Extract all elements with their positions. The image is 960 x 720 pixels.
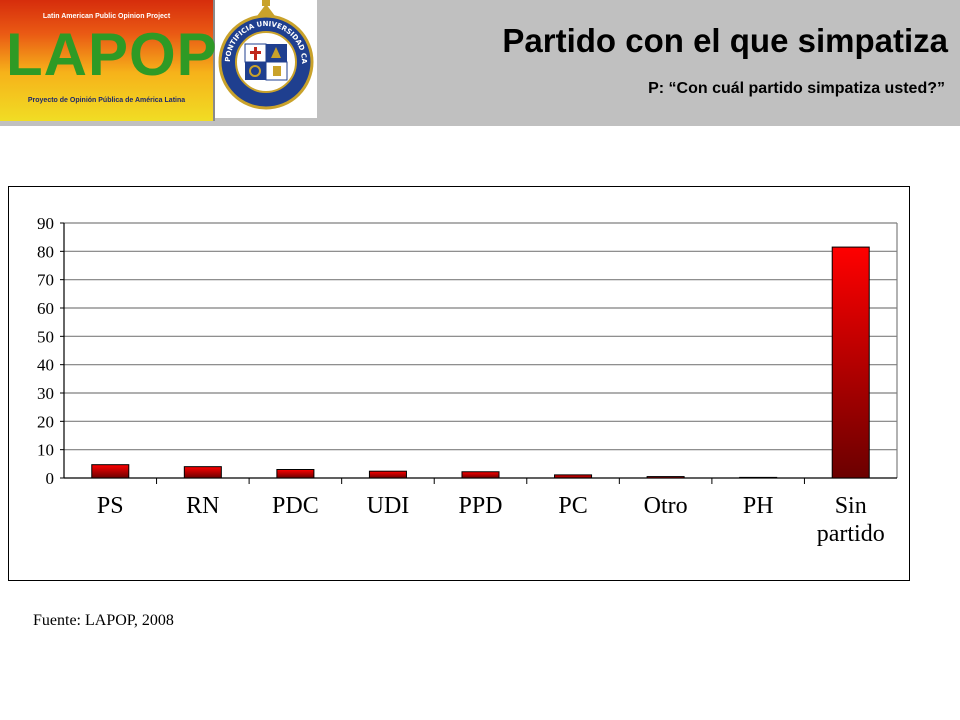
- y-tick-labels: 0 10 20 30 40 50 60 70 80 90: [37, 214, 54, 488]
- bar-pdc: [276, 469, 315, 479]
- crest-icon: PONTIFICIA UNIVERSIDAD CATÓLICA DE CHILE: [212, 0, 314, 110]
- y-tick-label: 60: [37, 299, 54, 318]
- chart-frame: 0 10 20 30 40 50 60 70 80 90 PS RN PDC UDI PPD PC Otro P…: [8, 186, 910, 581]
- chart-axes: [60, 222, 898, 484]
- lapop-logo-word: LAPOP: [6, 21, 218, 88]
- x-tick-label: Otro: [644, 493, 688, 519]
- header-band: Latin American Public Opinion Project LA…: [0, 0, 960, 126]
- lapop-logo: Latin American Public Opinion Project LA…: [0, 0, 218, 121]
- page-title: Partido con el que simpatiza: [502, 22, 948, 59]
- y-tick-label: 10: [37, 441, 54, 460]
- bar-sin-partido: [831, 246, 870, 479]
- y-tick-label: 0: [46, 469, 55, 488]
- question-subtitle: P: “Con cuál partido simpatiza usted?”: [648, 80, 945, 97]
- grid-lines: [64, 222, 897, 451]
- y-tick-label: 70: [37, 271, 54, 290]
- bar-rn: [183, 466, 222, 479]
- bar-otro: [646, 476, 685, 479]
- x-tick-label: Sin: [835, 493, 867, 519]
- source-note: Fuente: LAPOP, 2008: [33, 612, 174, 629]
- x-tick-label: RN: [186, 493, 219, 519]
- x-tick-label: partido: [817, 521, 885, 547]
- x-tick-label: UDI: [367, 493, 410, 519]
- y-tick-label: 30: [37, 384, 54, 403]
- bars: [91, 246, 870, 479]
- lapop-logo-top-text: Latin American Public Opinion Project: [42, 13, 171, 20]
- lapop-logo-bottom-text: Proyecto de Opinión Pública de América L…: [27, 97, 186, 104]
- x-tick-label: PH: [743, 493, 774, 519]
- bar-udi: [368, 470, 407, 479]
- bar-pc: [554, 474, 593, 479]
- bar-ppd: [461, 471, 500, 479]
- y-tick-label: 50: [37, 327, 54, 346]
- x-tick-label: PC: [558, 493, 587, 519]
- bar-ps: [91, 464, 130, 479]
- y-tick-label: 40: [37, 356, 54, 375]
- y-tick-label: 20: [37, 412, 54, 431]
- x-tick-label: PPD: [458, 493, 502, 519]
- y-tick-label: 90: [37, 214, 54, 233]
- university-crest: PONTIFICIA UNIVERSIDAD CATÓLICA DE CHILE: [212, 0, 317, 118]
- x-tick-label: PDC: [272, 493, 319, 519]
- bar-ph: [739, 476, 778, 479]
- x-tick-label: PS: [97, 493, 124, 519]
- y-tick-label: 80: [37, 242, 54, 261]
